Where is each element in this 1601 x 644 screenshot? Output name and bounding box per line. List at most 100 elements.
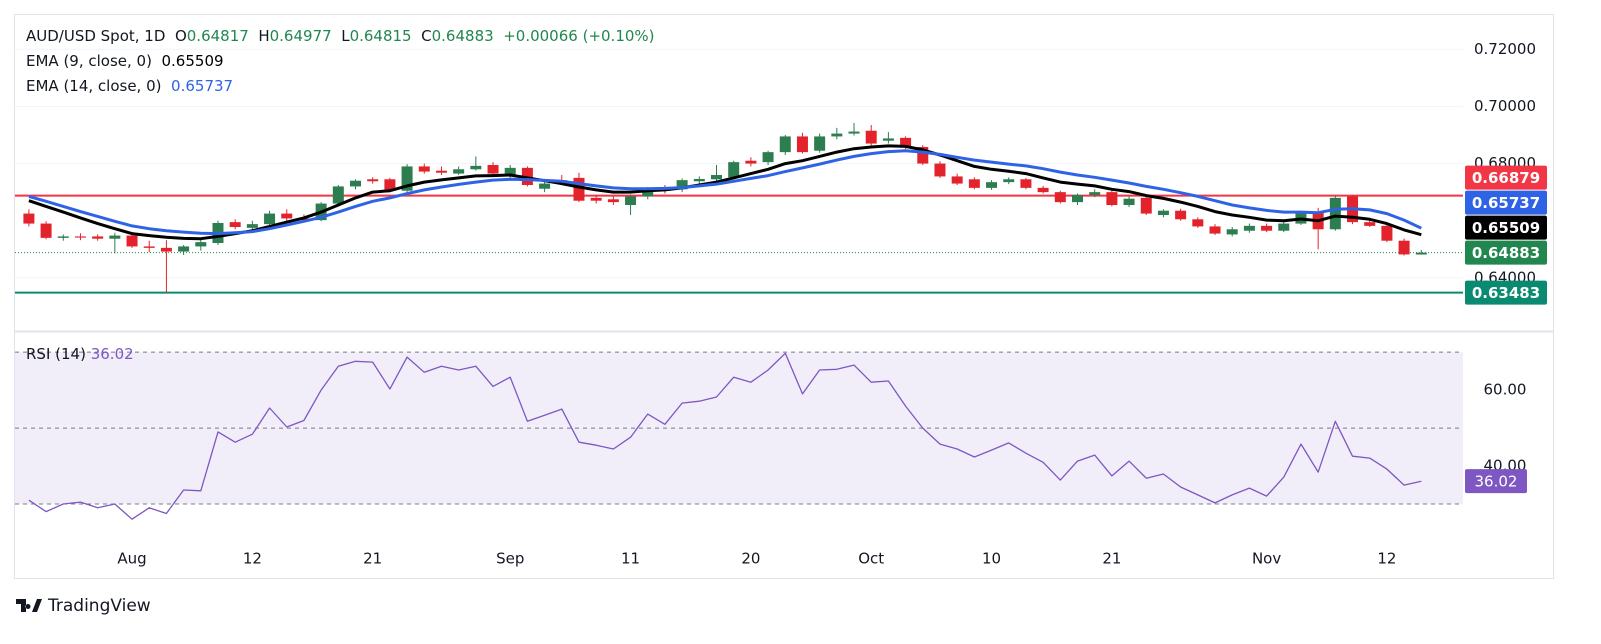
indicator-line [28,149,1422,236]
x-tick-label: 12 [1377,550,1396,568]
x-tick-label: 21 [1102,550,1121,568]
c-label: C [421,27,432,45]
candle-body [487,165,499,174]
candle-body [195,242,207,247]
price-label-box [1465,240,1547,265]
candle-body [728,162,740,178]
candle-body [1381,225,1393,241]
symbol-header: AUD/USD Spot, 1D O0.64817 H0.64977 L0.64… [26,27,655,45]
legend-value: 0.65737 [171,77,234,95]
x-tick-label: Aug [117,550,146,568]
candle-body [1364,222,1376,226]
change-pct: (+0.10%) [582,27,655,45]
price-label: 36.02 [1475,473,1518,491]
candle-body [178,246,190,252]
price-label-box [1465,280,1547,305]
y-tick-label: 0.72000 [1474,40,1536,58]
x-tick-label: Nov [1252,550,1281,568]
candle-body [1192,219,1204,227]
candle-body [814,136,826,151]
candle-body [1003,179,1015,183]
candle-body [676,180,688,190]
x-tick-label: Sep [496,550,524,568]
candle-body [1157,210,1169,215]
candle-body [762,152,774,163]
candle-body [470,165,482,170]
candle-body [1140,197,1152,214]
candle-body [1329,197,1341,230]
symbol: AUD/USD Spot, 1D [26,27,166,45]
candle-body [401,166,413,191]
candle-body [160,247,172,252]
indicator-line [28,144,1422,241]
candle-body [1106,192,1118,205]
x-tick-label: 10 [982,550,1001,568]
candle-body [968,179,980,188]
low-value: 0.64815 [349,27,412,45]
candle-body [951,176,963,184]
open-value: 0.64817 [186,27,249,45]
candle-body [1243,225,1255,231]
candle-body [1089,192,1101,195]
candle-body [504,167,516,175]
candle-body [74,236,86,238]
candle-body [92,236,104,239]
candle-body [1123,198,1135,205]
candle-body [1209,226,1221,234]
legend-name: EMA (9, close, 0) [26,52,152,70]
candle-body [418,166,430,172]
candle-body [246,224,258,228]
candle-body [934,163,946,177]
h-label: H [258,27,270,45]
candle-body [281,213,293,219]
price-label-box [1465,190,1547,215]
legend-name: EMA (14, close, 0) [26,77,162,95]
candle-body [1278,223,1290,231]
close-value: 0.64883 [431,27,494,45]
y-tick-label: 0.70000 [1474,97,1536,115]
candle-body [900,137,912,147]
candle-body [607,199,619,203]
candle-body [57,236,69,238]
candle-body [1071,195,1083,203]
candle-body [831,133,843,137]
candle-body [1415,252,1427,255]
legend-value: 0.65509 [161,52,224,70]
legend-entry: RSI (14) 36.02 [26,345,134,363]
x-tick-label: 20 [741,550,760,568]
legend-name: RSI (14) [26,345,86,363]
x-tick-label: 12 [243,550,262,568]
candle-body [1261,225,1273,231]
candle-body [1226,229,1238,235]
price-label: 0.65737 [1472,194,1540,212]
candle-body [573,177,585,201]
candle-body [590,197,602,201]
candle-body [384,179,396,191]
candle-body [40,223,52,238]
o-label: O [174,27,187,45]
logo: TradingView [16,596,151,616]
candle-body [1054,192,1066,203]
candle-body [143,246,155,248]
y-tick-label: 60.00 [1484,381,1527,399]
candle-body [917,147,929,164]
legend-entry: EMA (9, close, 0) 0.65509 [26,52,224,70]
x-tick-label: 11 [621,550,640,568]
candle-body [693,179,705,182]
price-label-box [1465,469,1527,494]
candle-body [986,182,998,188]
candle-body [1020,179,1032,188]
candle-body [1175,210,1187,220]
candle-body [435,170,447,173]
legend-entry: EMA (14, close, 0) 0.65737 [26,77,233,95]
x-tick-label: Oct [858,550,884,568]
price-label: 0.63483 [1472,284,1540,302]
legend-value: 36.02 [90,345,134,363]
x-tick-label: 21 [363,550,382,568]
frame [14,14,1554,579]
candle-body [126,235,138,247]
candle-body [711,175,722,180]
candle-body [1037,187,1049,193]
candle-body [1398,240,1410,255]
